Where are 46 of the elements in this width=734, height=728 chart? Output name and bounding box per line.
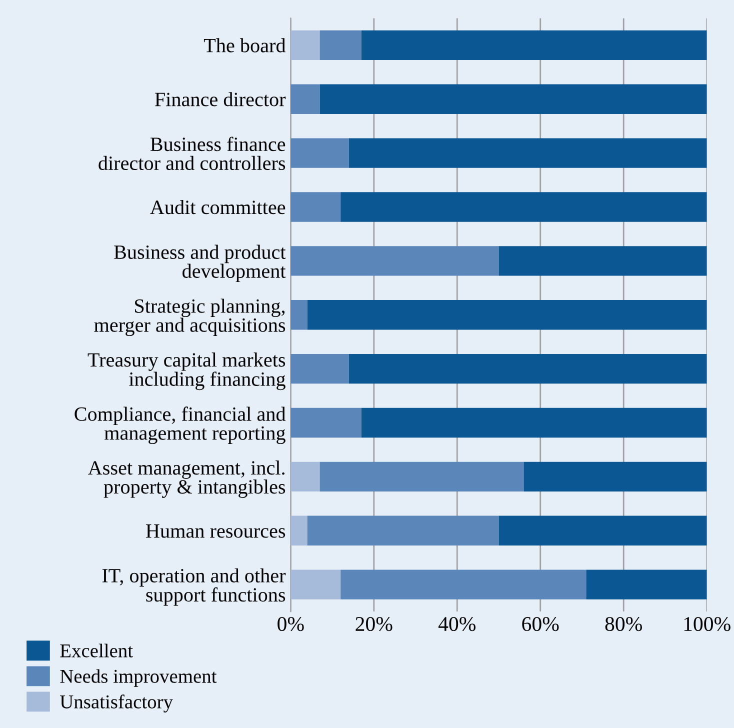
x-tick-label: 40% xyxy=(438,616,476,632)
bar xyxy=(290,516,308,546)
bar xyxy=(348,138,707,168)
bar xyxy=(290,354,349,384)
x-tick-label: 100% xyxy=(684,616,730,632)
y-tick-label: The board xyxy=(204,38,286,52)
bar xyxy=(290,462,320,492)
y-tick-label: Asset management, incl. property & intangibles xyxy=(88,460,286,498)
x-tick-label: 60% xyxy=(522,616,559,632)
bar xyxy=(290,300,308,330)
bar xyxy=(290,138,349,168)
y-tick-label: Treasury capital markets including financing xyxy=(88,352,286,390)
y-tick-label: Audit committee xyxy=(150,200,286,214)
bar xyxy=(348,354,707,384)
bar xyxy=(361,30,707,60)
bar xyxy=(290,84,320,114)
bar xyxy=(524,462,707,492)
y-tick-label: Compliance, financial and management reporting xyxy=(74,406,286,444)
y-tick-label: Business and product development xyxy=(114,244,286,282)
x-tick-label: 20% xyxy=(356,616,392,632)
y-tick-label: Strategic planning, merger and acquisitions xyxy=(94,298,286,336)
y-tick-label: Finance director xyxy=(154,92,286,106)
bar xyxy=(290,246,499,276)
y-tick-label: Business finance director and controllers xyxy=(98,136,286,170)
bar xyxy=(586,570,707,600)
legend-label: Needs improvement xyxy=(60,669,217,687)
bar xyxy=(320,84,707,114)
bar xyxy=(361,408,707,438)
bar xyxy=(290,30,320,60)
bar xyxy=(290,192,341,222)
legend-label: Unsatisfactory xyxy=(60,694,173,712)
bar xyxy=(498,246,707,276)
bar xyxy=(320,30,362,60)
legend-label: Excellent xyxy=(60,644,133,658)
bar xyxy=(290,570,341,600)
x-tick-label: 80% xyxy=(605,616,642,632)
bar xyxy=(498,516,707,546)
bar xyxy=(340,192,707,222)
x-tick-label: 0% xyxy=(278,616,304,632)
bar xyxy=(320,462,524,492)
bar xyxy=(290,408,362,438)
y-tick-label: IT, operation and other support functions xyxy=(102,568,286,606)
y-tick-label: Human resources xyxy=(146,524,286,538)
bar xyxy=(340,570,586,600)
bar xyxy=(307,516,499,546)
bar xyxy=(307,300,707,330)
